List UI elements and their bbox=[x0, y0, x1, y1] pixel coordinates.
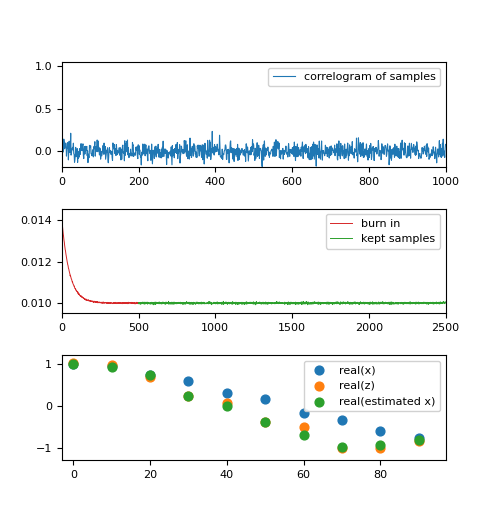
real(estimated x) bbox=[376, 442, 384, 450]
correlogram of samples bbox=[424, 141, 430, 147]
real(z) bbox=[299, 423, 307, 432]
kept samples bbox=[220, 298, 226, 305]
Line: burn in: burn in bbox=[62, 220, 139, 304]
correlogram of samples bbox=[59, 63, 65, 69]
real(estimated x) bbox=[415, 436, 423, 445]
real(z) bbox=[69, 359, 77, 367]
real(z) bbox=[223, 399, 231, 407]
Line: kept samples: kept samples bbox=[139, 301, 446, 305]
kept samples bbox=[378, 299, 384, 306]
real(estimated x) bbox=[299, 431, 307, 439]
kept samples bbox=[434, 299, 440, 306]
real(estimated x) bbox=[261, 417, 269, 425]
Legend: burn in, kept samples: burn in, kept samples bbox=[326, 214, 440, 249]
real(z) bbox=[261, 418, 269, 427]
real(x) bbox=[261, 395, 269, 403]
real(estimated x) bbox=[185, 392, 193, 401]
real(z) bbox=[338, 444, 346, 452]
real(estimated x) bbox=[338, 443, 346, 451]
burn in bbox=[132, 301, 138, 307]
correlogram of samples bbox=[372, 145, 378, 151]
real(z) bbox=[108, 360, 116, 369]
kept samples bbox=[285, 300, 291, 307]
kept samples bbox=[136, 300, 142, 307]
real(x) bbox=[223, 389, 231, 397]
real(x) bbox=[376, 427, 384, 435]
correlogram of samples bbox=[82, 143, 88, 149]
burn in bbox=[96, 300, 102, 306]
real(x) bbox=[69, 360, 77, 368]
real(z) bbox=[415, 437, 423, 445]
correlogram of samples bbox=[137, 147, 143, 153]
kept samples bbox=[434, 300, 440, 306]
burn in bbox=[104, 300, 110, 307]
Legend: correlogram of samples: correlogram of samples bbox=[268, 68, 440, 86]
burn in bbox=[100, 299, 106, 306]
kept samples bbox=[277, 300, 283, 307]
real(z) bbox=[376, 444, 384, 452]
real(x) bbox=[338, 416, 346, 424]
kept samples bbox=[252, 301, 258, 308]
real(x) bbox=[146, 371, 154, 379]
correlogram of samples bbox=[358, 145, 364, 151]
real(z) bbox=[146, 373, 154, 382]
burn in bbox=[136, 300, 142, 306]
Legend: real(x), real(z), real(estimated x): real(x), real(z), real(estimated x) bbox=[303, 361, 440, 411]
kept samples bbox=[443, 299, 448, 305]
real(estimated x) bbox=[69, 360, 77, 368]
real(x) bbox=[108, 362, 116, 370]
burn in bbox=[96, 299, 101, 306]
real(estimated x) bbox=[108, 363, 116, 371]
real(x) bbox=[185, 377, 193, 385]
burn in bbox=[122, 300, 128, 307]
burn in bbox=[59, 217, 65, 223]
real(z) bbox=[185, 391, 193, 400]
correlogram of samples bbox=[259, 163, 265, 170]
real(estimated x) bbox=[146, 371, 154, 379]
real(x) bbox=[415, 434, 423, 443]
real(estimated x) bbox=[223, 402, 231, 410]
Line: correlogram of samples: correlogram of samples bbox=[62, 66, 446, 166]
real(x) bbox=[299, 408, 307, 417]
kept samples bbox=[151, 299, 157, 306]
burn in bbox=[134, 300, 140, 307]
correlogram of samples bbox=[443, 141, 448, 147]
correlogram of samples bbox=[398, 151, 404, 157]
